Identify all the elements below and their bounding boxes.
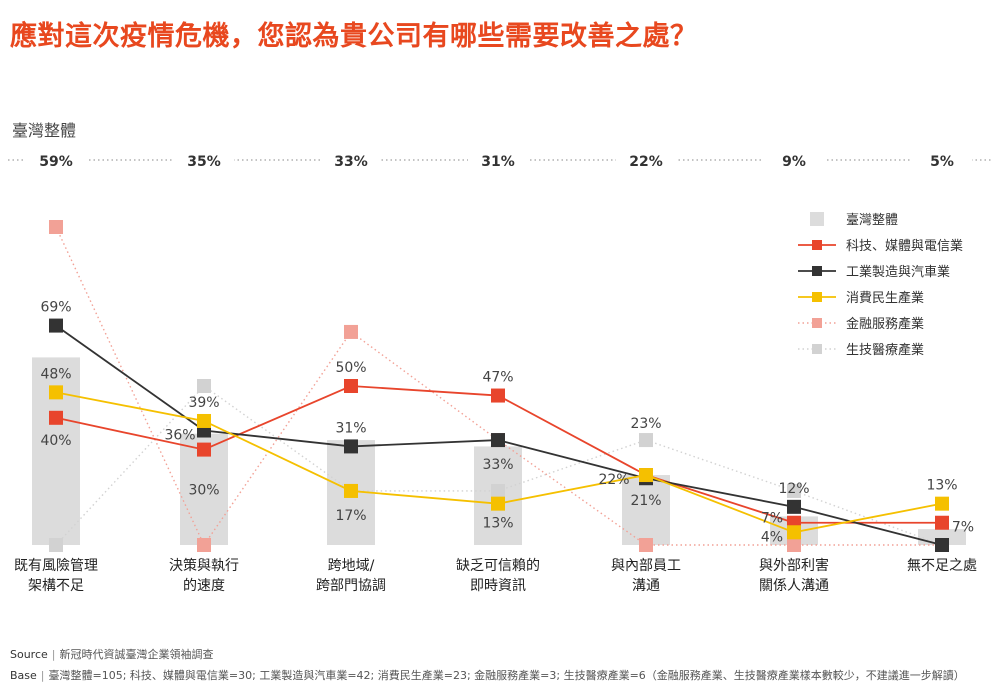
overall-value-mask (616, 150, 676, 170)
series-marker (491, 433, 505, 448)
overall-value-label: 5% (930, 154, 954, 170)
category-label: 既有風險管理 (14, 558, 98, 574)
legend-marker (812, 318, 822, 328)
category-label: 的速度 (183, 578, 225, 594)
base-label: Base (10, 669, 37, 682)
chart-title: 應對這次疫情危機，您認為貴公司有哪些需要改善之處？ (10, 21, 698, 52)
data-label: 13% (926, 478, 957, 494)
overall-value-mask (468, 150, 528, 170)
category-label: 與外部利害 (759, 558, 829, 574)
overall-bar (622, 475, 670, 545)
category-label: 溝通 (632, 578, 660, 594)
data-label: 39% (188, 395, 219, 411)
legend-label: 工業製造與汽車業 (846, 264, 950, 280)
data-label: 23% (630, 416, 661, 432)
data-label: 22% (598, 472, 629, 488)
base-text: 臺灣整體=105; 科技、媒體與電信業=30; 工業製造與汽車業=42; 消費民… (48, 669, 965, 682)
category-label: 缺乏可信賴的 (456, 558, 540, 574)
category-label: 關係人溝通 (759, 578, 829, 594)
overall-value-label: 33% (334, 154, 368, 170)
series-marker (491, 496, 505, 511)
series-marker (197, 538, 211, 552)
data-label: 7% (761, 511, 783, 527)
legend-swatch-overall (810, 212, 824, 226)
data-label: 47% (482, 370, 513, 386)
overall-value-label: 31% (481, 154, 515, 170)
series-marker (344, 439, 358, 454)
base-note: Base | 臺灣整體=105; 科技、媒體與電信業=30; 工業製造與汽車業=42… (10, 669, 965, 682)
legend-marker (812, 240, 822, 250)
legend-marker (812, 292, 822, 302)
source-text: 新冠時代資誠臺灣企業領袖調查 (59, 648, 214, 661)
series-marker (49, 410, 63, 425)
source-note: Source | 新冠時代資誠臺灣企業領袖調查 (10, 648, 214, 661)
series-marker (639, 538, 653, 552)
series-marker (197, 413, 211, 428)
data-label: 69% (40, 300, 71, 316)
data-label: 33% (482, 457, 513, 473)
data-label: 48% (40, 366, 71, 382)
data-label: 13% (482, 516, 513, 532)
category-label: 與內部員工 (611, 558, 681, 574)
data-label: 7% (952, 520, 974, 536)
series-marker (639, 468, 653, 483)
series-marker (344, 379, 358, 393)
category-label: 跨部門協調 (316, 578, 386, 594)
legend-marker (812, 266, 822, 276)
data-label: 30% (188, 483, 219, 499)
category-label: 跨地域/ (328, 558, 375, 574)
legend-label: 生技醫療產業 (846, 342, 924, 358)
overall-row-label: 臺灣整體 (12, 121, 77, 140)
data-label: 21% (630, 493, 661, 509)
overall-value-mask (321, 150, 381, 170)
overall-value-mask (174, 150, 234, 170)
series-marker (49, 318, 63, 333)
data-label: 36% (164, 428, 195, 444)
series-marker (344, 324, 358, 339)
category-label: 無不足之處 (907, 558, 977, 574)
data-label: 4% (761, 529, 783, 545)
legend-label: 臺灣整體 (846, 213, 898, 228)
data-label: 17% (335, 508, 366, 524)
series-marker (935, 496, 949, 511)
series-marker (491, 388, 505, 403)
data-label: 31% (335, 420, 366, 436)
overall-value-mask (764, 150, 824, 170)
legend-marker (812, 344, 822, 354)
series-marker (491, 483, 505, 498)
series-marker (344, 483, 358, 498)
series-marker (787, 525, 801, 540)
series-marker (197, 442, 211, 457)
category-label: 即時資訊 (470, 578, 526, 594)
overall-value-mask (26, 150, 86, 170)
category-label: 架構不足 (28, 578, 84, 594)
overall-value-mask (912, 150, 972, 170)
series-marker (787, 483, 801, 498)
series-marker (49, 385, 63, 400)
data-label: 50% (335, 360, 366, 376)
overall-value-label: 59% (39, 154, 73, 170)
legend-label: 金融服務產業 (846, 316, 924, 332)
overall-value-label: 35% (187, 154, 221, 170)
series-marker (639, 433, 653, 448)
series-marker (787, 538, 801, 552)
data-label: 40% (40, 433, 71, 449)
series-marker (935, 538, 949, 552)
category-label: 決策與執行 (169, 557, 239, 574)
source-label: Source (10, 648, 48, 661)
series-marker (787, 499, 801, 514)
series-marker (197, 379, 211, 393)
series-marker (935, 515, 949, 530)
overall-value-label: 9% (782, 154, 806, 170)
legend-label: 消費民生產業 (846, 290, 924, 306)
series-marker (49, 538, 63, 552)
legend-label: 科技、媒體與電信業 (846, 238, 963, 254)
data-label: 12% (778, 481, 809, 497)
overall-value-label: 22% (629, 154, 663, 170)
series-marker (49, 220, 63, 234)
